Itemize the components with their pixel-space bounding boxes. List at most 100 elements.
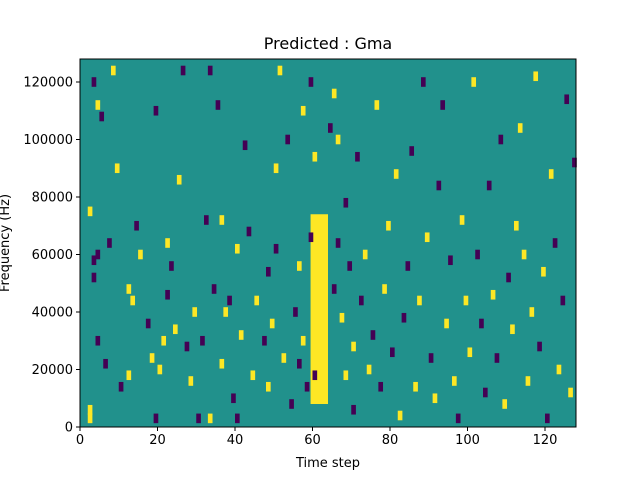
heatmap-cell — [300, 335, 306, 346]
heatmap-cell — [370, 330, 376, 340]
heatmap-cell — [235, 243, 240, 254]
heatmap-cell — [300, 105, 306, 116]
heatmap-cell — [196, 413, 201, 424]
y-tick-label: 40000 — [32, 306, 73, 321]
heatmap-cell — [107, 238, 112, 248]
heatmap-cell — [378, 381, 384, 392]
heatmap-cell — [312, 151, 318, 162]
x-tick-label: 80 — [382, 433, 399, 448]
heatmap-cell — [417, 295, 422, 306]
heatmap-cell — [347, 261, 353, 271]
heatmap-cell — [521, 249, 527, 260]
heatmap-cell — [506, 272, 511, 283]
heatmap-cell — [219, 358, 225, 369]
heatmap-cell — [382, 284, 387, 294]
heatmap-cell — [440, 100, 446, 110]
heatmap-cell — [525, 376, 531, 386]
heatmap-cell — [165, 289, 170, 300]
heatmap-cell — [169, 261, 174, 271]
heatmap-cell — [165, 238, 170, 248]
heatmap-cell — [390, 347, 395, 358]
x-tick-label: 120 — [533, 433, 558, 448]
x-tick-label: 40 — [227, 433, 244, 448]
heatmap-cell — [359, 295, 364, 306]
heatmap-cell — [153, 413, 159, 424]
heatmap-cell — [91, 77, 97, 87]
heatmap-cell — [386, 220, 391, 231]
heatmap-cell — [192, 307, 198, 317]
heatmap-cell — [153, 105, 159, 116]
heatmap-cell — [250, 370, 256, 381]
heatmap-cell — [355, 151, 360, 162]
heatmap-cell — [91, 255, 97, 266]
heatmap-cell — [436, 180, 442, 191]
plot-frame — [79, 58, 577, 428]
heatmap-cell — [238, 330, 244, 340]
heatmap-cell — [351, 341, 356, 352]
heatmap-cell — [409, 146, 415, 156]
heatmap-cell — [486, 180, 492, 191]
heatmap-cell — [304, 381, 310, 392]
heatmap-cell — [223, 307, 229, 317]
heatmap-cell — [463, 295, 469, 306]
heatmap-cell — [552, 238, 558, 248]
heatmap-cell — [331, 88, 337, 99]
heatmap-cell — [308, 232, 314, 243]
heatmap-cell — [564, 94, 570, 105]
heatmap-cell — [277, 65, 283, 76]
y-tick-label: 20000 — [32, 363, 73, 378]
heatmap-cell — [560, 295, 566, 306]
x-tick-label: 100 — [455, 433, 480, 448]
heatmap-cell — [114, 163, 120, 174]
heatmap-cell — [266, 266, 271, 277]
y-tick-label: 0 — [65, 421, 73, 436]
heatmap-cell — [204, 215, 209, 225]
heatmap-cell — [483, 387, 488, 398]
heatmap-cell — [444, 318, 449, 329]
heatmap-cell — [99, 111, 105, 122]
heatmap-cell — [273, 243, 279, 254]
heatmap-cell — [308, 77, 314, 87]
heatmap-cell — [254, 295, 260, 306]
heatmap-cell — [215, 100, 221, 110]
heatmap-cell — [366, 364, 372, 375]
y-axis-label: Frequency (Hz) — [0, 194, 13, 292]
heatmap-cell — [343, 197, 349, 208]
heatmap-cell — [556, 364, 562, 375]
heatmap-cell — [269, 318, 275, 329]
y-axis-ticks: 0 20000 40000 60000 80000 100000 120000 — [23, 76, 80, 436]
heatmap-cell — [545, 413, 550, 424]
heatmap-cell — [273, 163, 279, 174]
heatmap-cell — [87, 206, 93, 217]
heatmap-cell — [351, 404, 356, 415]
heatmap-cell — [173, 324, 178, 335]
heatmap-cell — [548, 169, 554, 179]
heatmap-cell — [118, 381, 124, 392]
heatmap-cell — [572, 157, 577, 168]
heatmap-cell — [537, 341, 542, 352]
heatmap-cell — [188, 376, 194, 386]
heatmap-cell — [397, 410, 403, 421]
heatmap-cell — [180, 65, 186, 76]
heatmap-cell — [285, 134, 291, 145]
heatmap-cell — [448, 255, 453, 266]
heatmap-cell — [432, 393, 438, 404]
heatmap-cell — [231, 393, 236, 404]
heatmap-cell — [339, 312, 345, 323]
heatmap-cell — [87, 404, 93, 415]
heatmap-cell — [211, 284, 217, 294]
heatmap-cell — [126, 370, 132, 381]
heatmap-cell — [289, 399, 294, 409]
heatmap-cell — [421, 77, 426, 87]
heatmap-cell — [157, 364, 163, 375]
heatmap-cell — [475, 249, 480, 260]
heatmap-cell — [541, 266, 546, 277]
heatmap-cell — [471, 77, 477, 87]
chart-title: Predicted : Gma — [264, 34, 392, 53]
heatmap-cell — [219, 215, 225, 225]
x-tick-label: 60 — [304, 433, 321, 448]
heatmap-cell — [246, 226, 252, 237]
heatmap-cell — [161, 335, 167, 346]
heatmap-cell — [374, 100, 380, 110]
heatmap-cell — [297, 358, 302, 369]
